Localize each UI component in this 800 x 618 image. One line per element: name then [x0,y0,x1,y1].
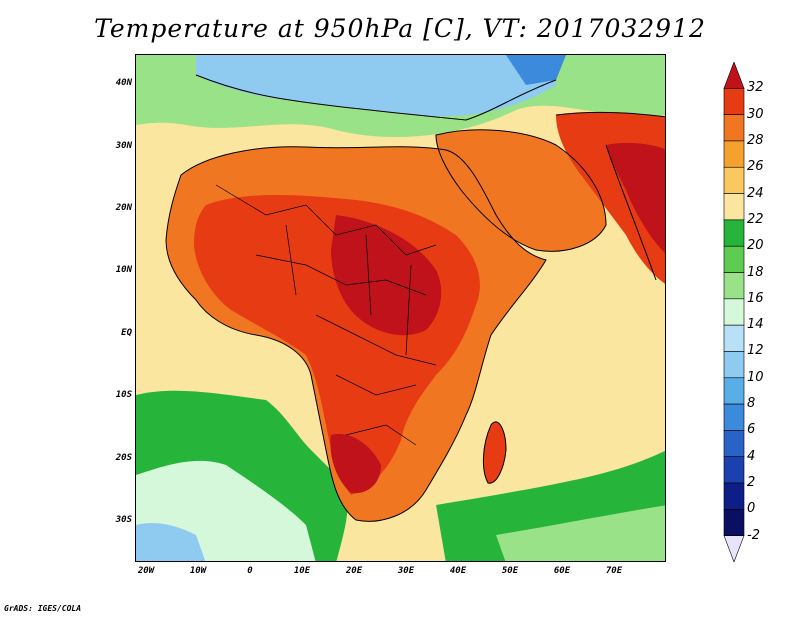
lat-label: 30S [115,515,132,525]
colorbar-cell [723,88,745,115]
india-coastline [555,111,665,281]
south-indian-cooler-zone [496,505,665,561]
colorbar-label: 32 [747,80,764,96]
lat-label: 20S [115,453,132,463]
grads-credit: GrADS: IGES/COLA [4,604,82,613]
colorbar-cell [723,351,745,379]
lat-label: 10N [115,265,132,275]
colorbar-label: -2 [747,527,760,543]
mediterranean-cool-zone [196,55,556,117]
colorbar-cell [723,403,745,431]
lon-label: 20W [137,566,155,576]
colorbar-cell [723,430,745,458]
africa-coastline [165,146,547,522]
colorbar-label: 30 [747,106,764,122]
colorbar [723,62,745,562]
lon-label: 0 [247,566,253,576]
colorbar-cell [723,272,745,300]
black-sea-cold-patch [506,55,566,85]
lon-label: 40E [449,566,467,576]
india-hottest-zone [606,142,665,253]
map-canvas [136,55,665,561]
lat-label: 40N [115,78,132,88]
map-title: Temperature at 950hPa [C], VT: 201703291… [94,14,706,43]
colorbar-label: 26 [747,159,764,175]
colorbar-cell [723,140,745,168]
europe-coastline [195,74,557,121]
colorbar-label: 2 [747,475,756,491]
colorbar-cell [723,62,745,89]
colorbar-cell [723,377,745,405]
colorbar-label: 28 [747,132,764,148]
colorbar-label: 12 [747,343,764,359]
arabia-coastline [435,129,607,252]
colorbar-cell [723,456,745,484]
colorbar-cell [723,298,745,326]
lon-label: 70E [605,566,623,576]
colorbar-cell [723,166,745,194]
lon-label: 10E [293,566,311,576]
colorbar-label: 22 [747,211,764,227]
southern-africa-hottest-zone [330,434,381,494]
lat-label: EQ [121,328,132,338]
colorbar-label: 10 [747,369,764,385]
colorbar-cell [723,219,745,247]
colorbar-label: 16 [747,290,764,306]
colorbar-label: 24 [747,185,764,201]
country-borders [215,184,437,446]
colorbar-label: 18 [747,264,764,280]
madagascar-warm-zone [483,421,506,484]
colorbar-cell [723,245,745,273]
colorbar-cell [723,324,745,352]
lat-label: 10S [115,390,132,400]
colorbar-label: 20 [747,238,764,254]
lon-label: 30E [397,566,415,576]
colorbar-cell [723,193,745,221]
lon-label: 50E [501,566,519,576]
lon-label: 20E [345,566,363,576]
colorbar-cells [723,62,745,562]
sahel-hottest-zone [331,215,442,336]
madagascar-coastline [483,421,507,484]
lon-label: 10W [189,566,207,576]
colorbar-label: 14 [747,317,764,333]
colorbar-cell [723,509,745,536]
colorbar-label: 4 [747,448,756,464]
colorbar-label: 8 [747,396,756,412]
temperature-map [135,54,666,562]
lat-label: 20N [115,203,132,213]
colorbar-label: 0 [747,501,756,517]
colorbar-label: 6 [747,422,756,438]
lon-label: 60E [553,566,571,576]
colorbar-cell [723,482,745,510]
colorbar-cell [723,114,745,142]
colorbar-cell [723,535,745,562]
arabia-warm-zone [436,129,606,252]
south-atlantic-coldest-zone [136,523,206,561]
lat-label: 30N [115,141,132,151]
